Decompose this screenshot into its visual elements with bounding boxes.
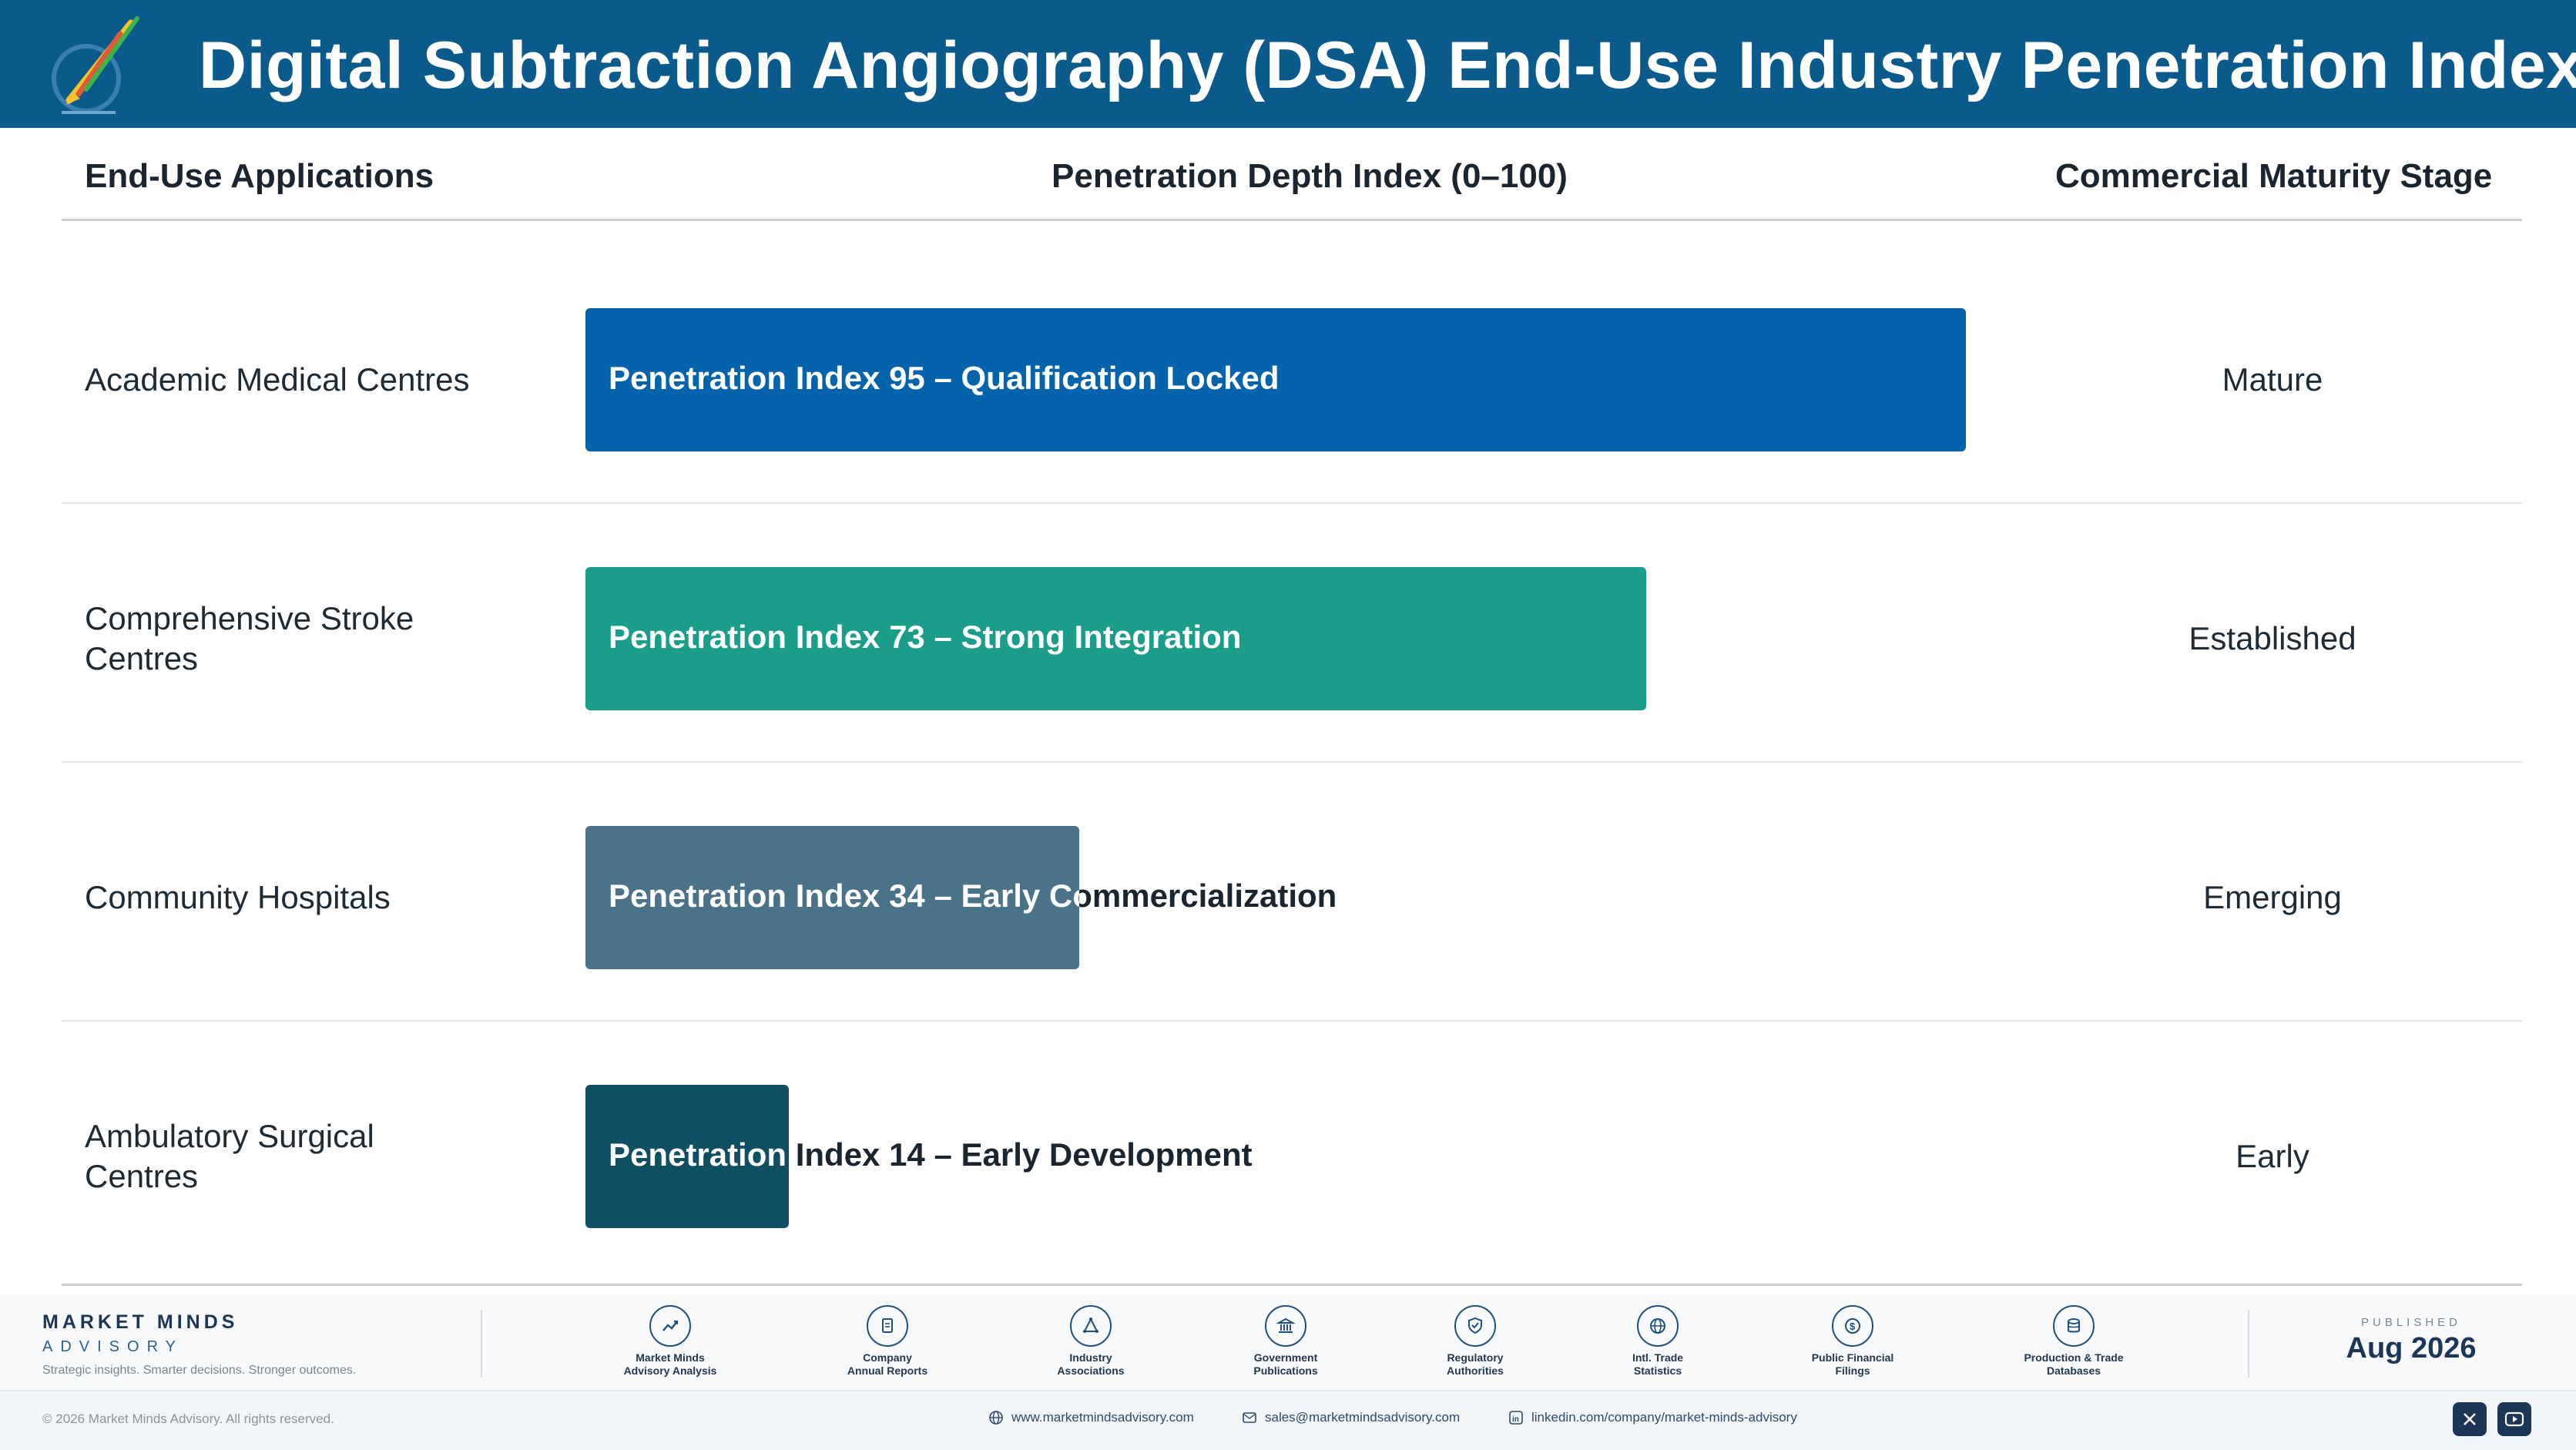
svg-text:$: $	[1850, 1321, 1856, 1332]
source-item: $ Public Financial Filings	[1776, 1305, 1930, 1378]
copyright-text: © 2026 Market Minds Advisory. All rights…	[42, 1411, 334, 1426]
network-icon	[1070, 1305, 1112, 1347]
category-label: Community Hospitals	[85, 879, 391, 915]
maturity-stage: Emerging	[2203, 879, 2342, 915]
source-item: Regulatory Authorities	[1398, 1305, 1552, 1378]
linkedin-icon: in	[1509, 1411, 1523, 1425]
youtube-social-button[interactable]	[2497, 1402, 2531, 1436]
bar-label: Penetration Index 34 – Early Commerciali…	[609, 878, 1337, 914]
header-bar: Digital Subtraction Angiography (DSA) En…	[0, 0, 2576, 128]
bar-label: Penetration Index 95 – Qualification Loc…	[609, 360, 1280, 396]
email-link[interactable]: sales@marketmindsadvisory.com	[1242, 1410, 1460, 1425]
header-divider	[62, 219, 2522, 221]
document-icon	[867, 1305, 908, 1347]
maturity-stage: Mature	[2222, 361, 2323, 398]
bar-label: Penetration Index 14 – Early Development	[609, 1136, 1253, 1173]
page-title: Digital Subtraction Angiography (DSA) En…	[199, 29, 2576, 102]
globe-icon	[989, 1411, 1003, 1425]
source-label: Public Financial Filings	[1811, 1351, 1894, 1377]
svg-text:in: in	[1512, 1415, 1519, 1424]
dollar-coin-icon: $	[1832, 1305, 1873, 1347]
source-label: Market Minds Advisory Analysis	[623, 1351, 717, 1377]
database-icon	[2053, 1305, 2095, 1347]
maturity-stage: Early	[2236, 1138, 2309, 1174]
published-block: PUBLISHED Aug 2026	[2342, 1316, 2480, 1365]
x-social-button[interactable]	[2453, 1402, 2487, 1436]
footer-divider-right	[2248, 1310, 2249, 1378]
source-label: Regulatory Authorities	[1447, 1351, 1504, 1377]
category-label: Academic Medical Centres	[85, 361, 470, 398]
bar	[585, 1085, 789, 1228]
maturity-stage: Established	[2189, 620, 2356, 656]
globe-icon	[1637, 1305, 1679, 1347]
website-link[interactable]: www.marketmindsadvisory.com	[988, 1410, 1194, 1425]
bar	[585, 567, 1646, 710]
source-label: Industry Associations	[1057, 1351, 1125, 1377]
published-date: Aug 2026	[2346, 1332, 2477, 1364]
source-item: Market Minds Advisory Analysis	[593, 1305, 747, 1378]
source-label: Government Publications	[1253, 1351, 1318, 1377]
linkedin-link[interactable]: in linkedin.com/company/market-minds-adv…	[1508, 1410, 1797, 1425]
column-header-penetration: Penetration Depth Index (0–100)	[1052, 157, 1568, 195]
category-label: Ambulatory Surgical Centres	[85, 1118, 374, 1194]
shield-check-icon	[1454, 1305, 1496, 1347]
source-item: Intl. Trade Statistics	[1581, 1305, 1735, 1378]
row-separator	[62, 761, 2522, 763]
footer-divider-left	[481, 1310, 482, 1378]
row-separator	[62, 1020, 2522, 1022]
column-header-applications: End-Use Applications	[85, 157, 434, 195]
category-label: Comprehensive Stroke Centres	[85, 600, 414, 676]
source-label: Production & Trade Databases	[2024, 1351, 2124, 1377]
source-item: Industry Associations	[1014, 1305, 1168, 1378]
youtube-logo-icon	[2504, 1411, 2524, 1427]
x-logo-icon	[2464, 1413, 2476, 1425]
bar	[585, 826, 1079, 969]
brand-block: MARKET MINDS ADVISORY Strategic insights…	[42, 1311, 356, 1378]
bar-label: Penetration Index 73 – Strong Integratio…	[609, 619, 1242, 655]
email-text: sales@marketmindsadvisory.com	[1265, 1410, 1461, 1425]
trend-line-icon	[649, 1305, 691, 1347]
pen-chart-logo-icon	[52, 16, 139, 114]
mail-icon	[1243, 1412, 1256, 1423]
brand-tagline: Strategic insights. Smarter decisions. S…	[42, 1364, 357, 1377]
government-building-icon	[1265, 1305, 1306, 1347]
website-text: www.marketmindsadvisory.com	[1011, 1410, 1194, 1425]
source-item: Production & Trade Databases	[1997, 1305, 2151, 1378]
source-item: Government Publications	[1209, 1305, 1363, 1378]
brand-name: MARKET MINDS	[42, 1311, 239, 1333]
published-label: PUBLISHED	[2360, 1316, 2462, 1329]
column-header-maturity: Commercial Maturity Stage	[2055, 157, 2493, 195]
source-item: Company Annual Reports	[810, 1305, 964, 1378]
brand-subtitle: ADVISORY	[42, 1338, 183, 1355]
source-label: Intl. Trade Statistics	[1632, 1351, 1684, 1377]
footer: MARKET MINDS ADVISORY Strategic insights…	[0, 1294, 2576, 1450]
bar	[585, 308, 1966, 451]
source-label: Company Annual Reports	[847, 1351, 928, 1377]
chart-bottom-divider	[62, 1284, 2522, 1286]
row-separator	[62, 502, 2522, 504]
linkedin-text: linkedin.com/company/market-minds-adviso…	[1531, 1410, 1797, 1425]
